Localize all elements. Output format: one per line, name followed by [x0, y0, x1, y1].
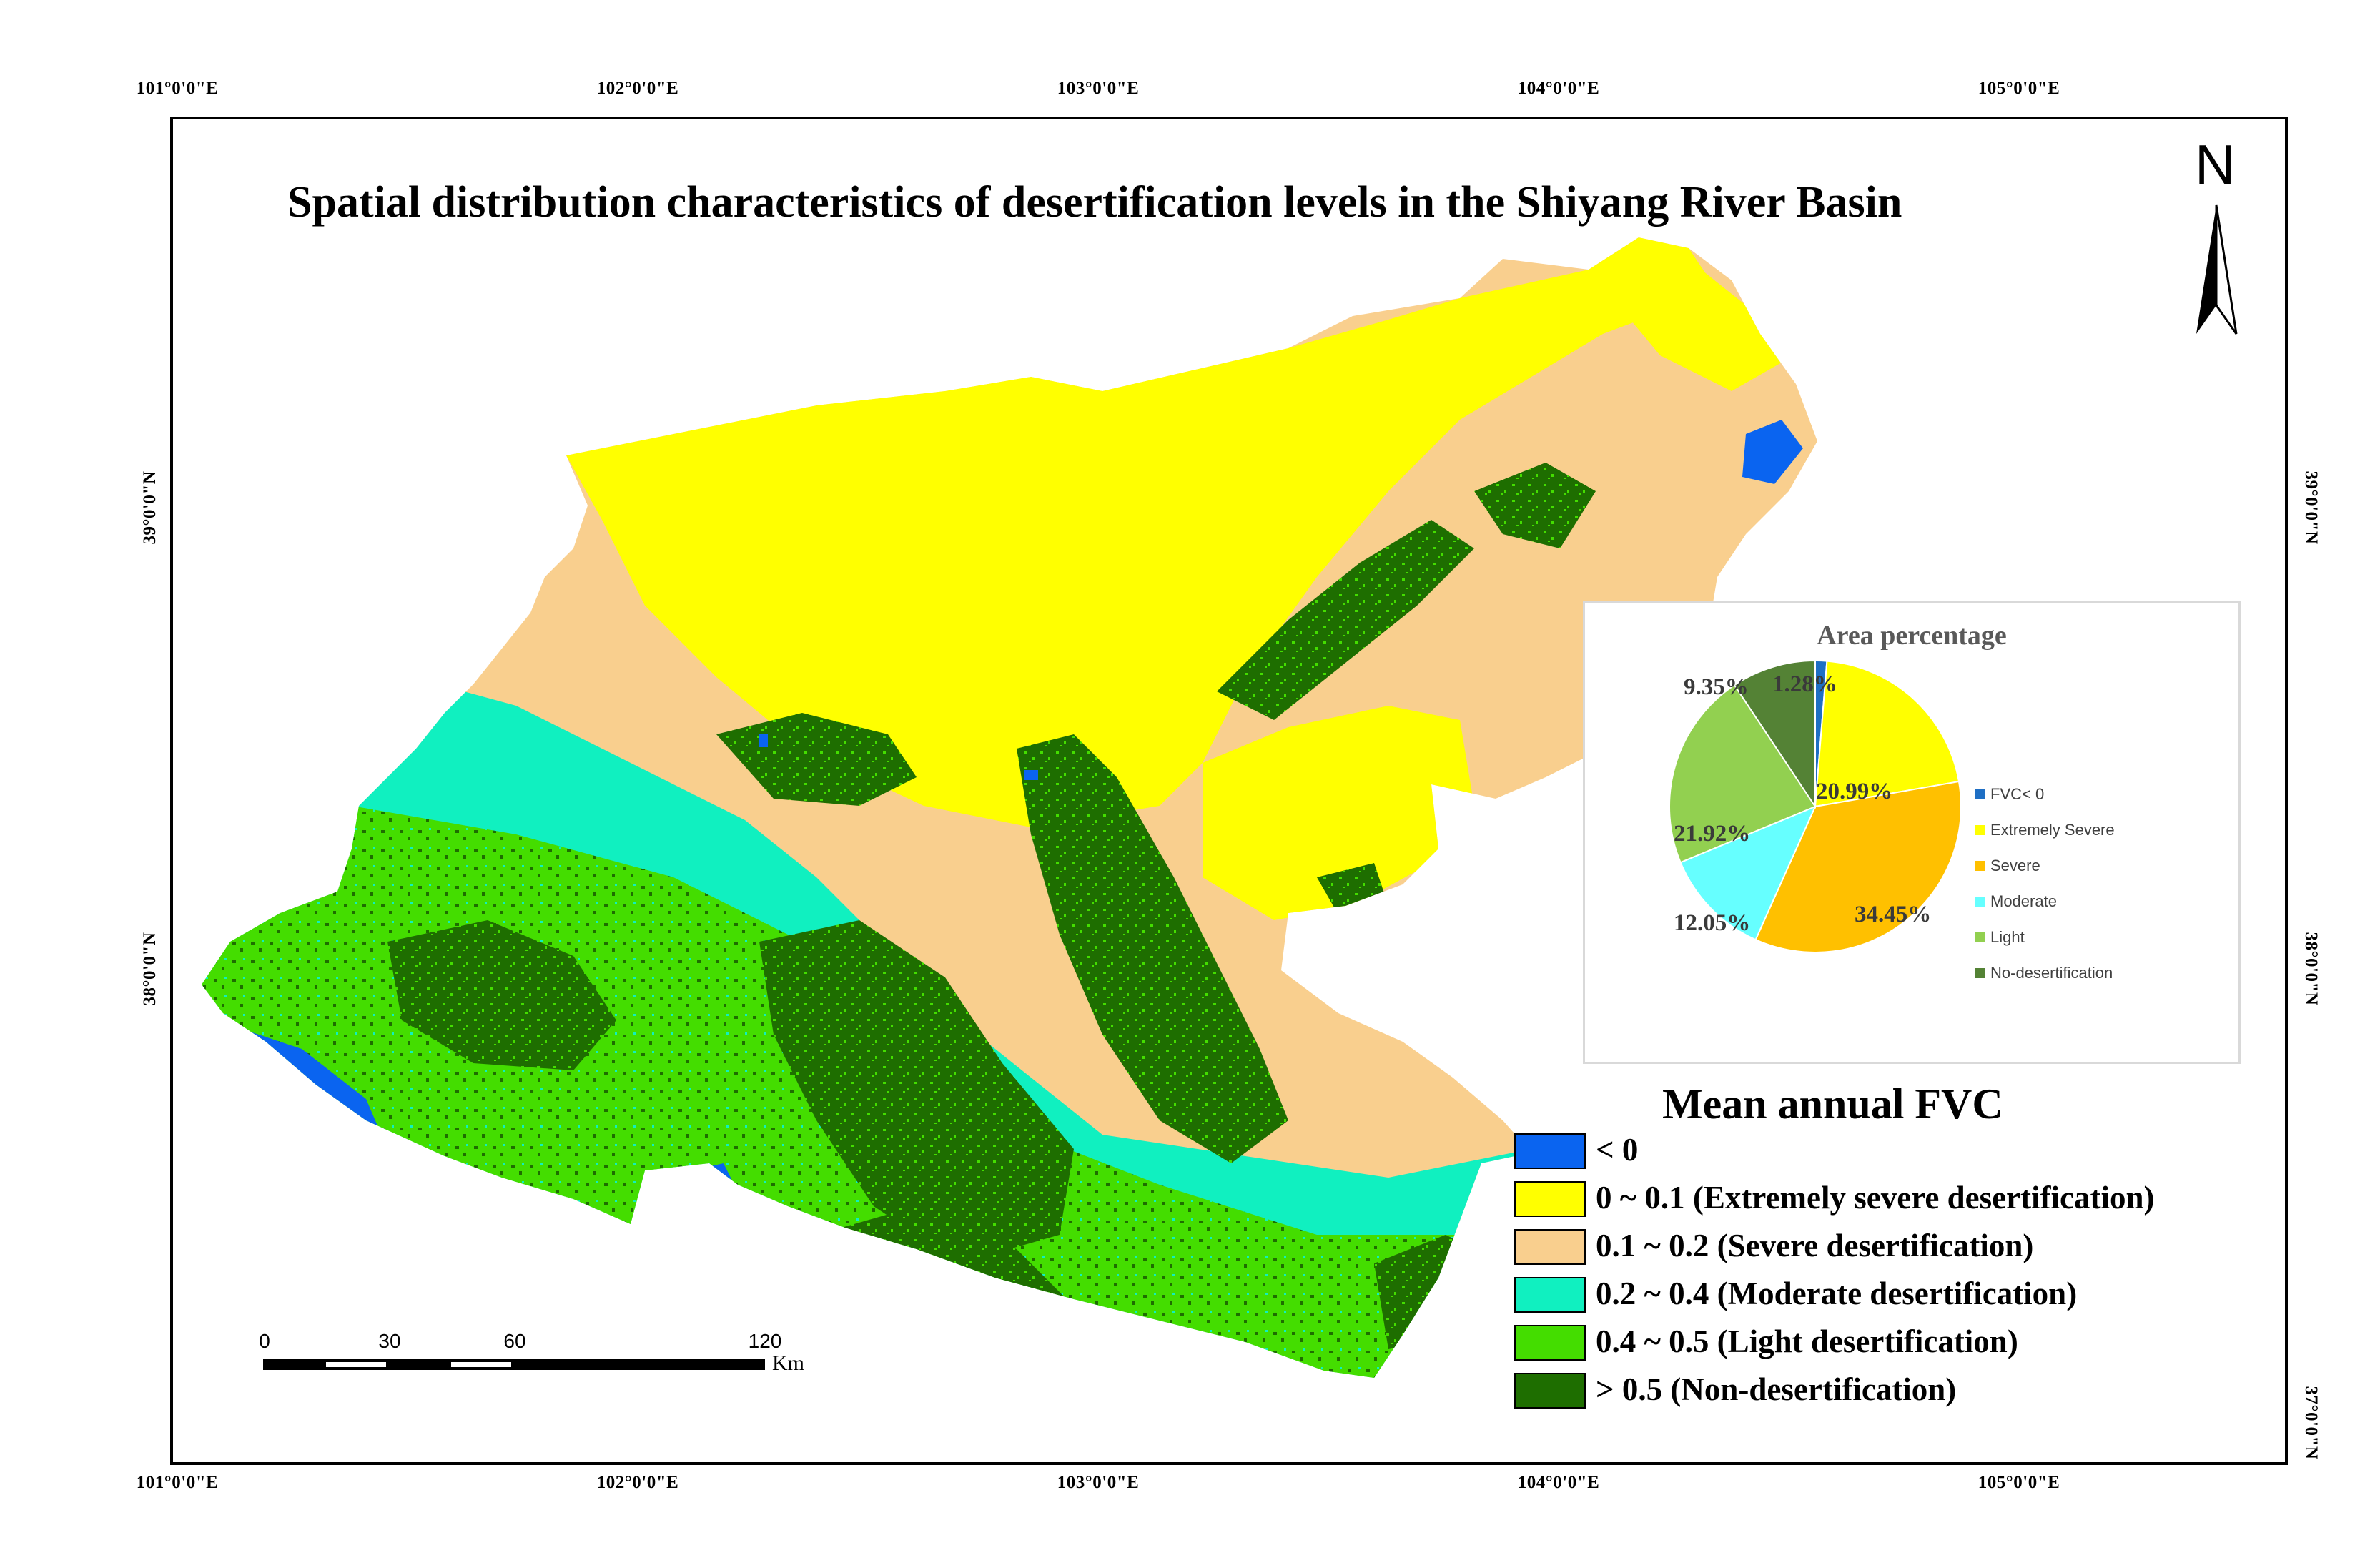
lon-label-top-105: 105°0'0"E — [1977, 79, 2060, 98]
map-title: Spatial distribution characteristics of … — [287, 178, 1902, 227]
legend-swatch-severe — [1514, 1229, 1586, 1265]
pie-legend-swatch-moderate — [1975, 897, 1985, 907]
water-south — [659, 1163, 738, 1213]
pie-legend-moderate: Moderate — [1990, 892, 2057, 910]
pie-legend-extremely-severe: Extremely Severe — [1990, 821, 2115, 839]
pie-legend-swatch-extremely-severe — [1975, 825, 1985, 835]
legend-label-non-desertification: > 0.5 (Non-desertification) — [1596, 1371, 1957, 1407]
oasis-corridor — [1017, 734, 1288, 1163]
pie-legend-swatch-light — [1975, 932, 1985, 942]
lon-label-bottom-104: 104°0'0"E — [1517, 1473, 1600, 1492]
lon-label-bottom-101: 101°0'0"E — [136, 1473, 219, 1492]
pie-slice-extremely-severe — [1814, 660, 1960, 808]
pie-chart-title: Area percentage — [1817, 621, 2007, 651]
pie-pct-light: 21.92% — [1674, 821, 1751, 847]
basin-map — [202, 204, 2238, 1378]
map-frame — [170, 117, 2288, 1465]
pie-pct-moderate: 12.05% — [1674, 910, 1751, 936]
north-arrow-icon — [2196, 204, 2238, 335]
extremely-severe-zone-east — [1203, 706, 1474, 920]
lon-label-top-102: 102°0'0"E — [596, 79, 679, 98]
pie-slice-moderate — [1679, 805, 1817, 941]
legend-swatch-non-desertification — [1514, 1373, 1586, 1409]
lat-label-right-39: 39°0'0"N — [2301, 470, 2321, 545]
legend-label-water: < 0 — [1596, 1132, 1639, 1168]
legend-swatch-water — [1514, 1133, 1586, 1169]
forest-patch-west — [387, 920, 616, 1070]
scale-tick-120: 120 — [748, 1330, 782, 1352]
pie-legend-light: Light — [1990, 928, 2025, 946]
pie-legend-swatch-no-desertification — [1975, 968, 1985, 978]
water-northeast-lake — [1742, 420, 1803, 484]
extremely-severe-zone-northeast — [1589, 248, 1782, 391]
pie-legend-fvc: FVC< 0 — [1990, 785, 2045, 803]
scale-unit: Km — [772, 1351, 804, 1375]
scale-tick-60: 60 — [503, 1330, 526, 1352]
pie-slice-severe — [1754, 780, 1962, 953]
forest-patch-south — [759, 920, 1074, 1263]
lon-label-bottom-102: 102°0'0"E — [596, 1473, 679, 1492]
pie-chart — [1669, 659, 1962, 953]
lat-label-right-37: 37°0'0"N — [2301, 1386, 2321, 1460]
lon-label-top-104: 104°0'0"E — [1517, 79, 1600, 98]
oasis-northeast — [1217, 520, 1474, 720]
pie-pct-fvc-below-zero: 1.28% — [1772, 671, 1837, 697]
lon-label-bottom-103: 103°0'0"E — [1057, 1473, 1140, 1492]
pie-slice-light — [1669, 684, 1817, 864]
pie-slice-no-desertification — [1733, 659, 1816, 809]
pie-pct-no-desertification: 9.35% — [1684, 674, 1749, 700]
pie-legend-no-desertification: No-desertification — [1990, 964, 2113, 982]
lat-label-left-39: 39°0'0"N — [140, 470, 159, 545]
pie-pct-extremely-severe: 20.99% — [1816, 779, 1893, 804]
legend-label-light: 0.4 ~ 0.5 (Light desertification) — [1596, 1323, 2018, 1359]
legend-title: Mean annual FVC — [1662, 1080, 2003, 1128]
legend-label-moderate: 0.2 ~ 0.4 (Moderate desertification) — [1596, 1276, 2078, 1311]
extremely-severe-zone-north — [566, 237, 1717, 827]
lon-label-bottom-105: 105°0'0"E — [1977, 1473, 2060, 1492]
lon-label-top-101: 101°0'0"E — [136, 79, 219, 98]
pie-legend-severe: Severe — [1990, 857, 2040, 874]
legend-swatch-moderate — [1514, 1277, 1586, 1313]
scale-tick-0: 0 — [259, 1330, 270, 1352]
pie-pct-severe: 34.45% — [1855, 902, 1932, 927]
legend-label-severe: 0.1 ~ 0.2 (Severe desertification) — [1596, 1228, 2034, 1263]
legend-swatch-light — [1514, 1325, 1586, 1361]
legend-swatch-extremely-severe — [1514, 1181, 1586, 1217]
lat-label-left-38: 38°0'0"N — [140, 932, 159, 1006]
scale-tick-30: 30 — [378, 1330, 401, 1352]
scale-bar — [263, 1359, 765, 1370]
legend-label-extremely-severe: 0 ~ 0.1 (Extremely severe desertificatio… — [1596, 1180, 2155, 1216]
pie-chart-panel: Area percentage 9.35% 1.28% 20.99% 21.92… — [1583, 601, 2241, 1064]
water-reservoir-central — [1024, 770, 1038, 780]
oasis-far-northeast — [1474, 463, 1596, 548]
water-reservoir-west — [759, 734, 768, 747]
north-label: N — [2195, 133, 2236, 196]
pie-legend-swatch-fvc — [1975, 789, 1985, 799]
lon-label-top-103: 103°0'0"E — [1057, 79, 1140, 98]
lat-label-right-38: 38°0'0"N — [2301, 932, 2321, 1006]
pie-legend-swatch-severe — [1975, 861, 1985, 871]
